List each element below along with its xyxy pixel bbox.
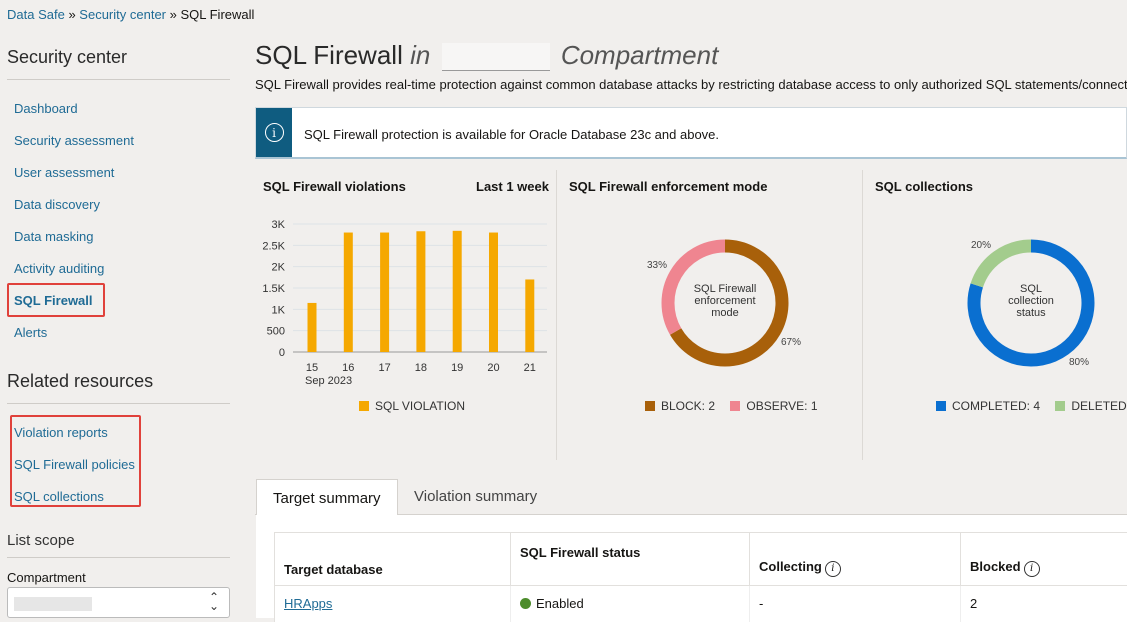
target-link[interactable]: HRApps: [284, 596, 332, 611]
percent-label: 33%: [647, 260, 667, 271]
percent-label: 20%: [971, 240, 991, 251]
bar-20[interactable]: [489, 233, 498, 352]
y-tick-label: 0: [279, 347, 285, 359]
x-tick-label: 19: [451, 362, 463, 374]
y-tick-label: 500: [267, 326, 285, 338]
bar-16[interactable]: [344, 233, 353, 352]
x-sublabel: Sep 2023: [305, 375, 352, 387]
collection-center-label: SQL collection status: [1003, 283, 1059, 319]
bar-15[interactable]: [308, 303, 317, 352]
blocked-value: 2: [961, 586, 1127, 622]
target-table: Target database SQL Firewall status Coll…: [274, 532, 1127, 622]
divider: [7, 557, 230, 558]
x-tick-label: 20: [487, 362, 499, 374]
collecting-value: -: [750, 586, 961, 622]
legend-violation: SQL VIOLATION: [359, 399, 465, 413]
tab-target-summary[interactable]: Target summary: [256, 479, 398, 516]
legend-collections: COMPLETED: 4 DELETED: 1: [936, 399, 1127, 413]
x-tick-label: 15: [306, 362, 318, 374]
y-tick-label: 1.5K: [262, 283, 285, 295]
bar-18[interactable]: [416, 231, 425, 352]
info-icon[interactable]: i: [1024, 561, 1040, 577]
status-dot-icon: [520, 598, 531, 609]
bar-17[interactable]: [380, 233, 389, 352]
legend-swatch: [1055, 401, 1065, 411]
col-target-database[interactable]: Target database: [275, 533, 511, 586]
scope-title: List scope: [7, 532, 75, 549]
tab-violation-summary[interactable]: Violation summary: [398, 478, 553, 515]
y-tick-label: 1K: [272, 304, 286, 316]
compartment-select[interactable]: ⌃⌄: [7, 587, 230, 618]
legend-swatch: [730, 401, 740, 411]
compartment-label: Compartment: [7, 570, 86, 585]
col-firewall-status[interactable]: SQL Firewall status: [511, 533, 750, 586]
legend-enforcement: BLOCK: 2 OBSERVE: 1: [645, 399, 818, 413]
x-tick-label: 16: [342, 362, 354, 374]
compartment-value: [14, 597, 92, 611]
percent-label: 80%: [1069, 357, 1089, 368]
table-row: HRApps Enabled - 2: [275, 586, 1127, 622]
chevron-up-down-icon: ⌃⌄: [209, 593, 219, 611]
status-text: Enabled: [536, 596, 584, 611]
x-tick-label: 21: [524, 362, 536, 374]
enforcement-center-label: SQL Firewall enforcement mode: [690, 283, 760, 319]
bar-21[interactable]: [525, 279, 534, 352]
y-tick-label: 3K: [272, 219, 286, 231]
y-tick-label: 2.5K: [262, 240, 285, 252]
percent-label: 67%: [781, 337, 801, 348]
x-tick-label: 17: [378, 362, 390, 374]
y-tick-label: 2K: [272, 262, 286, 274]
legend-swatch: [359, 401, 369, 411]
bar-19[interactable]: [453, 231, 462, 352]
legend-swatch: [645, 401, 655, 411]
slice-deleted[interactable]: [977, 246, 1031, 285]
info-icon[interactable]: i: [825, 561, 841, 577]
x-tick-label: 18: [415, 362, 427, 374]
legend-swatch: [936, 401, 946, 411]
